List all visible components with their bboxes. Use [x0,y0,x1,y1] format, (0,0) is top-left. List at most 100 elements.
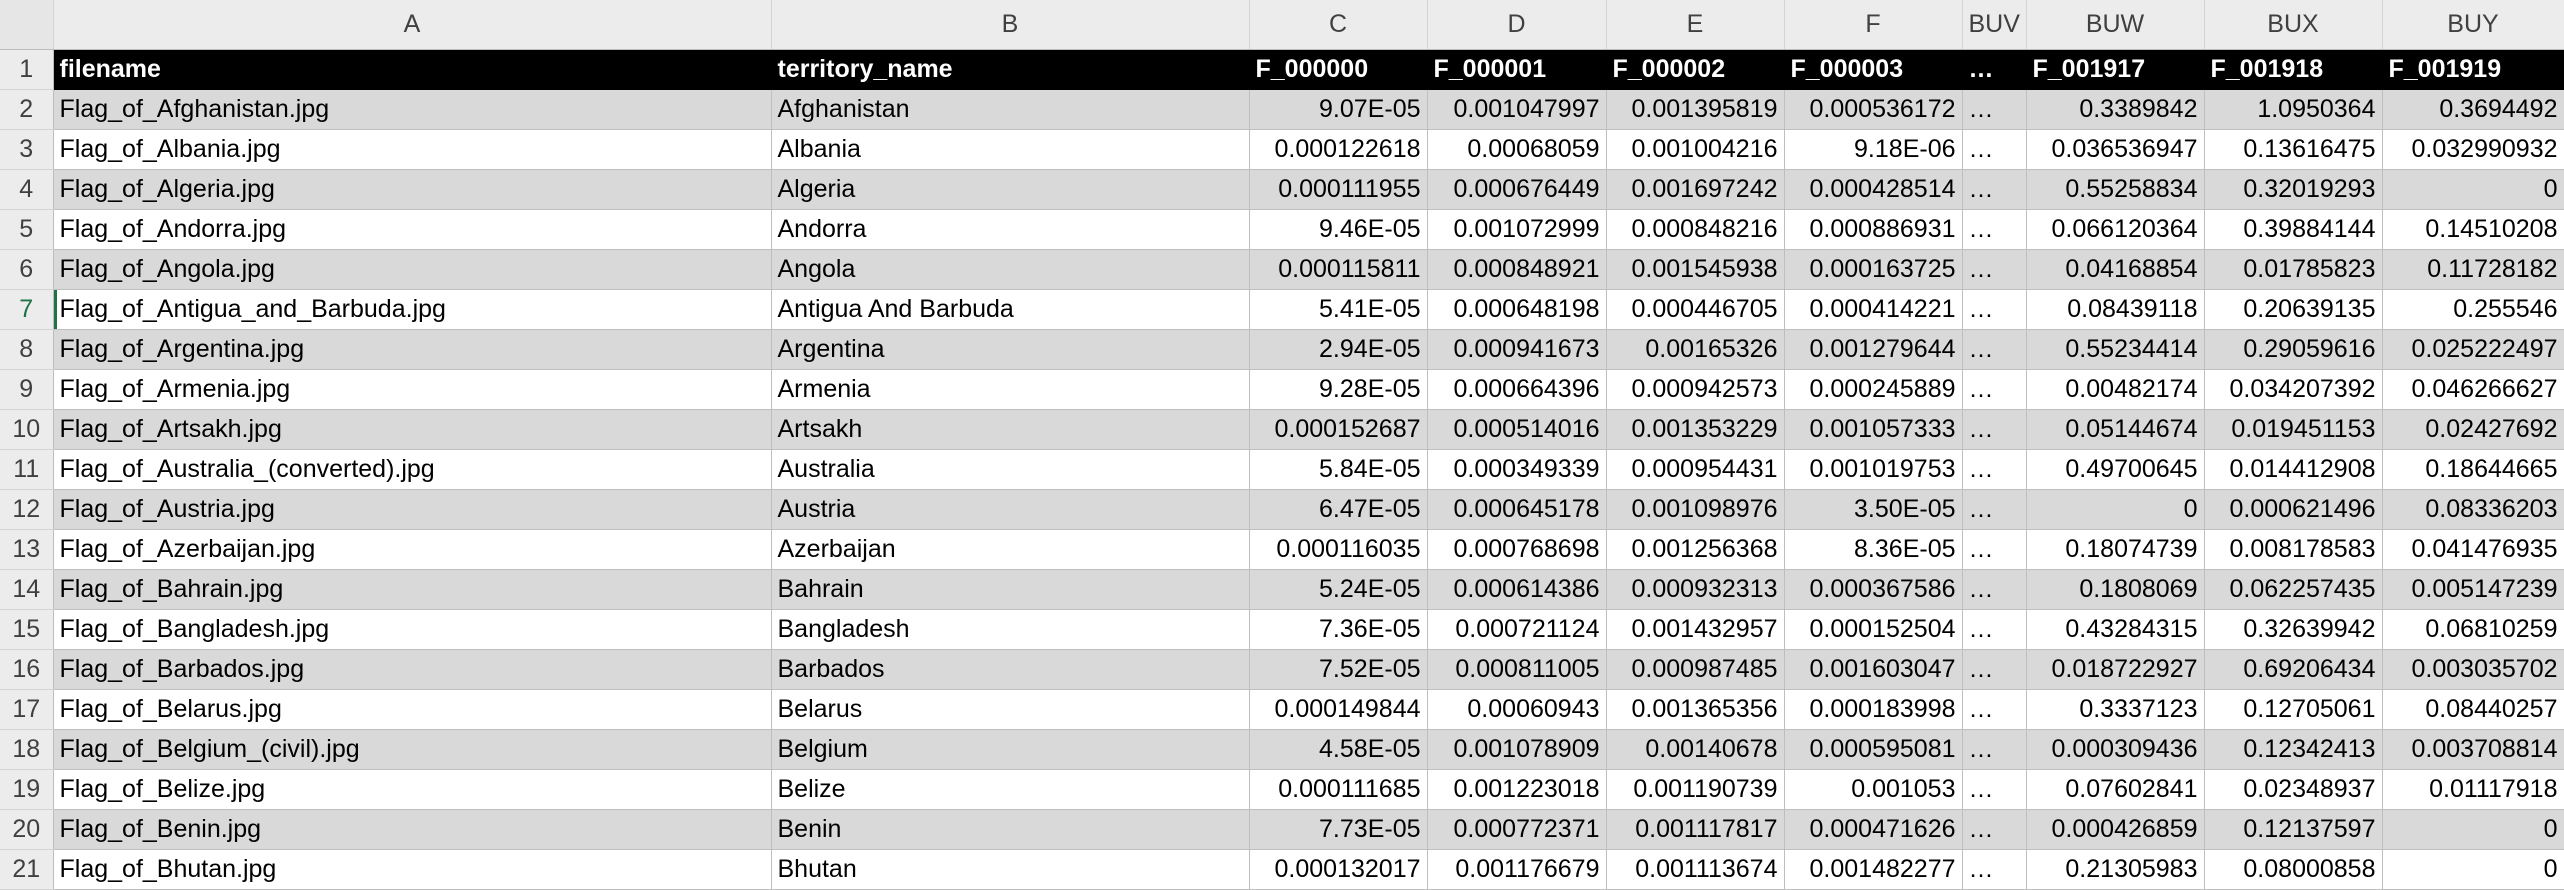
row-number[interactable]: 4 [0,169,54,210]
cell[interactable]: … [1962,769,2027,810]
cell[interactable]: 0.08439118 [2026,289,2205,330]
cell[interactable]: 0.255546 [2382,289,2564,330]
cell[interactable]: 0.000768698 [1427,529,1607,570]
cell[interactable]: Flag_of_Azerbaijan.jpg [53,529,772,570]
cell[interactable]: 0.000245889 [1784,369,1963,410]
cell[interactable]: 5.84E-05 [1249,449,1428,490]
cell[interactable]: … [1962,89,2027,130]
cell[interactable]: 0.3694492 [2382,89,2564,130]
cell[interactable]: Argentina [771,329,1250,370]
column-header-D[interactable]: D [1427,0,1607,50]
cell[interactable]: 0 [2382,169,2564,210]
column-header-A[interactable]: A [53,0,772,50]
cell[interactable]: 0 [2026,489,2205,530]
cell[interactable]: … [1962,729,2027,770]
cell[interactable]: 0.01785823 [2204,249,2383,290]
cell[interactable]: 0.046266627 [2382,369,2564,410]
cell[interactable]: 0.000621496 [2204,489,2383,530]
cell[interactable]: … [1962,449,2027,490]
cell[interactable]: 0.001603047 [1784,649,1963,690]
cell[interactable]: 0.29059616 [2204,329,2383,370]
cell[interactable]: 0.21305983 [2026,849,2205,890]
cell[interactable]: 0.000664396 [1427,369,1607,410]
cell[interactable]: Flag_of_Barbados.jpg [53,649,772,690]
row-number[interactable]: 13 [0,529,54,570]
column-header-BUX[interactable]: BUX [2204,0,2383,50]
column-header-F[interactable]: F [1784,0,1963,50]
cell[interactable]: Barbados [771,649,1250,690]
cell[interactable]: Antigua And Barbuda [771,289,1250,330]
row-number[interactable]: 5 [0,209,54,250]
cell[interactable]: … [1962,569,2027,610]
cell[interactable]: 0.025222497 [2382,329,2564,370]
cell[interactable]: Belize [771,769,1250,810]
cell[interactable]: 3.50E-05 [1784,489,1963,530]
cell[interactable]: Bhutan [771,849,1250,890]
cell[interactable]: Flag_of_Angola.jpg [53,249,772,290]
cell[interactable]: 0.001072999 [1427,209,1607,250]
cell[interactable]: … [1962,809,2027,850]
cell[interactable]: 0.000595081 [1784,729,1963,770]
cell[interactable]: 0.019451153 [2204,409,2383,450]
cell[interactable]: 0.12705061 [2204,689,2383,730]
cell[interactable]: 0.32639942 [2204,609,2383,650]
column-header-E[interactable]: E [1606,0,1785,50]
column-header-BUV[interactable]: BUV [1962,0,2027,50]
cell[interactable]: 0.12342413 [2204,729,2383,770]
cell[interactable]: Flag_of_Albania.jpg [53,129,772,170]
cell[interactable]: territory_name [771,49,1250,90]
cell[interactable]: 0.55258834 [2026,169,2205,210]
cell[interactable]: 0.000536172 [1784,89,1963,130]
cell[interactable]: 0.001098976 [1606,489,1785,530]
cell[interactable]: 0.000309436 [2026,729,2205,770]
cell[interactable]: 0.003708814 [2382,729,2564,770]
cell[interactable]: … [1962,369,2027,410]
cell[interactable]: 0.000932313 [1606,569,1785,610]
cell[interactable]: Bahrain [771,569,1250,610]
cell[interactable]: 0.001432957 [1606,609,1785,650]
cell[interactable]: 0.69206434 [2204,649,2383,690]
cell[interactable]: Flag_of_Afghanistan.jpg [53,89,772,130]
cell[interactable]: 0.001365356 [1606,689,1785,730]
cell[interactable]: 0.49700645 [2026,449,2205,490]
cell[interactable]: 6.47E-05 [1249,489,1428,530]
cell[interactable]: 0.3337123 [2026,689,2205,730]
cell[interactable]: 0.000414221 [1784,289,1963,330]
cell[interactable]: 0.001190739 [1606,769,1785,810]
cell[interactable]: 0.39884144 [2204,209,2383,250]
cell[interactable]: 0.001256368 [1606,529,1785,570]
cell[interactable]: Angola [771,249,1250,290]
cell[interactable]: F_000002 [1606,49,1785,90]
column-header-BUY[interactable]: BUY [2382,0,2564,50]
cell[interactable]: F_001918 [2204,49,2383,90]
cell[interactable]: Flag_of_Artsakh.jpg [53,409,772,450]
cell[interactable]: 0.001176679 [1427,849,1607,890]
cell[interactable]: 0.000115811 [1249,249,1428,290]
cell[interactable]: Belarus [771,689,1250,730]
cell[interactable]: 0.001395819 [1606,89,1785,130]
row-number[interactable]: 9 [0,369,54,410]
row-number[interactable]: 12 [0,489,54,530]
cell[interactable]: 0.001697242 [1606,169,1785,210]
cell[interactable]: … [1962,409,2027,450]
row-number[interactable]: 11 [0,449,54,490]
cell[interactable]: 0.18644665 [2382,449,2564,490]
row-number[interactable]: 19 [0,769,54,810]
cell[interactable]: Flag_of_Algeria.jpg [53,169,772,210]
cell[interactable]: 0.000886931 [1784,209,1963,250]
cell[interactable]: F_000003 [1784,49,1963,90]
cell[interactable]: 4.58E-05 [1249,729,1428,770]
cell[interactable]: 0 [2382,809,2564,850]
cell[interactable]: 0.18074739 [2026,529,2205,570]
cell[interactable]: 0.000811005 [1427,649,1607,690]
cell[interactable]: 0.000367586 [1784,569,1963,610]
cell[interactable]: 0.11728182 [2382,249,2564,290]
row-number[interactable]: 3 [0,129,54,170]
cell[interactable]: 0.001545938 [1606,249,1785,290]
cell[interactable]: 0.000152687 [1249,409,1428,450]
cell[interactable]: 0.05144674 [2026,409,2205,450]
cell[interactable]: 8.36E-05 [1784,529,1963,570]
row-number[interactable]: 18 [0,729,54,770]
cell[interactable]: 0.000149844 [1249,689,1428,730]
cell[interactable]: 0.001117817 [1606,809,1785,850]
